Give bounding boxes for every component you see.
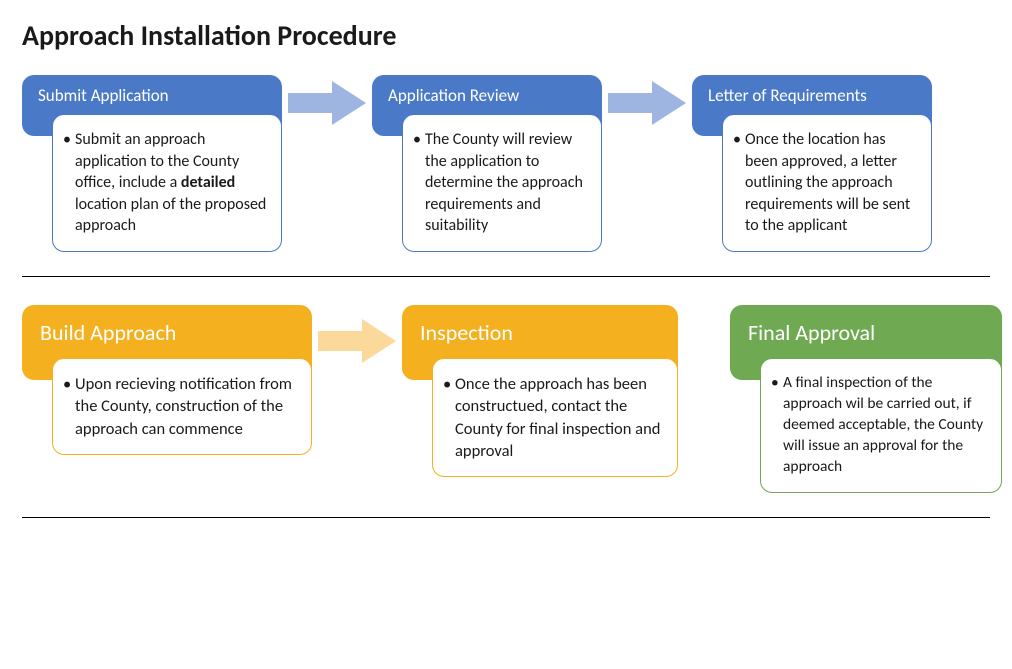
step-body: The County will review the application t… xyxy=(402,114,602,252)
step-letter-requirements: Letter of Requirements Once the location… xyxy=(692,75,932,252)
body-text: A final inspection of the approach wil b… xyxy=(783,373,983,476)
divider-2 xyxy=(22,517,990,518)
step-body: Submit an approach application to the Co… xyxy=(52,114,282,252)
body-text-post: location plan of the proposed approach xyxy=(75,195,266,236)
arrow-3 xyxy=(312,305,402,363)
step-inspection: Inspection Once the approach has been co… xyxy=(402,305,678,477)
step-body: A final inspection of the approach wil b… xyxy=(760,358,1002,493)
arrow-1 xyxy=(282,75,372,125)
step-application-review: Application Review The County will revie… xyxy=(372,75,602,252)
arrow-right-icon xyxy=(318,319,396,363)
arrow-2 xyxy=(602,75,692,125)
step-final-approval: Final Approval A final inspection of the… xyxy=(730,305,1002,493)
body-text: The County will review the application t… xyxy=(425,130,583,235)
body-text: Once the approach has been constructued,… xyxy=(455,374,660,461)
step-submit-application: Submit Application Submit an approach ap… xyxy=(22,75,282,252)
arrow-right-icon xyxy=(288,81,366,125)
step-body: Once the approach has been constructued,… xyxy=(432,358,678,477)
body-text-bold: detailed xyxy=(181,173,235,192)
divider-1 xyxy=(22,276,990,277)
step-build-approach: Build Approach Upon recieving notificati… xyxy=(22,305,312,455)
arrow-right-icon xyxy=(608,81,686,125)
row-1: Submit Application Submit an approach ap… xyxy=(22,75,990,276)
page-title: Approach Installation Procedure xyxy=(22,18,990,53)
step-body: Upon recieving notification from the Cou… xyxy=(52,358,312,455)
body-text: Upon recieving notification from the Cou… xyxy=(75,374,292,439)
body-text: Once the location has been approved, a l… xyxy=(745,130,910,235)
row-2: Build Approach Upon recieving notificati… xyxy=(22,305,990,517)
step-body: Once the location has been approved, a l… xyxy=(722,114,932,252)
